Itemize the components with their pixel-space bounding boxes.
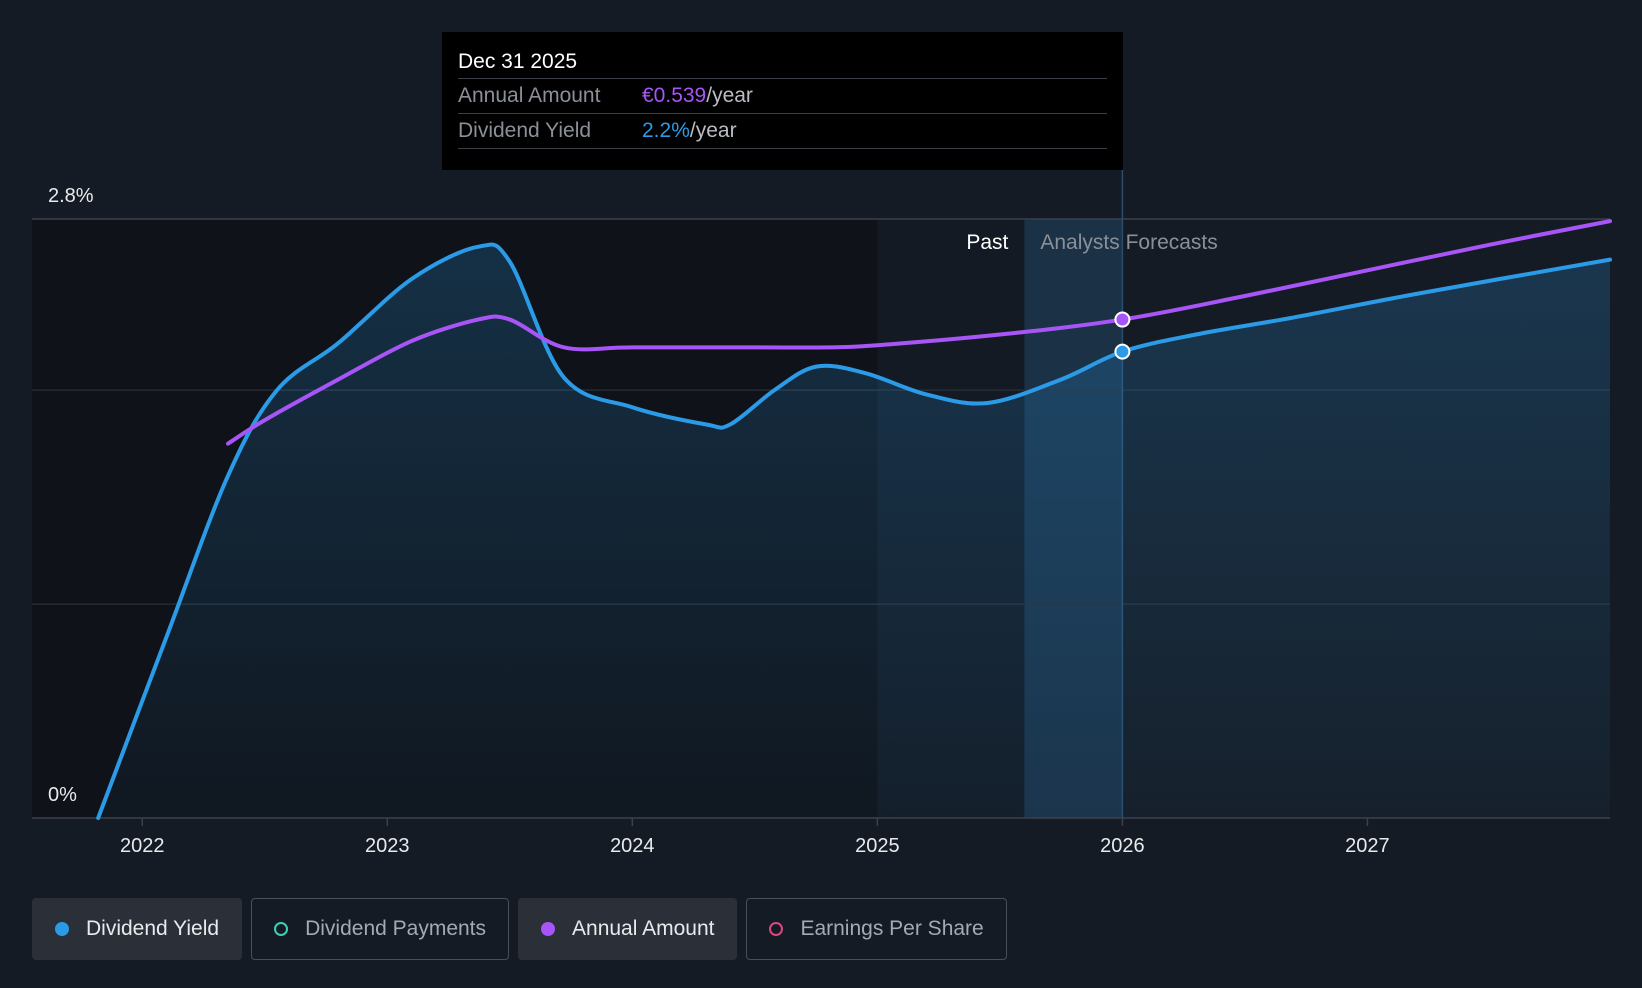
tooltip-dividend-yield-label: Dividend Yield — [458, 119, 592, 142]
legend-earnings-per-share-dot-icon — [769, 922, 784, 936]
legend-dividend-payments-button[interactable]: Dividend Payments — [251, 898, 510, 960]
tooltip-dividend-yield-row: Dividend Yield 2.2%/year — [458, 114, 1107, 149]
legend-earnings-per-share-label: Earnings Per Share — [800, 917, 984, 940]
legend-dividend-yield-label: Dividend Yield — [86, 917, 220, 940]
chart-tooltip: Dec 31 2025 Annual Amount €0.539/year Di… — [442, 32, 1123, 170]
x-tick-label: 2026 — [1100, 835, 1145, 857]
annual-amount-highlight-point — [1114, 311, 1131, 328]
dividend-yield-line — [96, 242, 1612, 820]
tooltip-annual-amount-label: Annual Amount — [458, 84, 601, 107]
legend-annual-amount-button[interactable]: Annual Amount — [518, 898, 738, 960]
dividend-yield-highlight-point — [1114, 343, 1131, 360]
y-tick-label-bottom: 0% — [48, 784, 77, 806]
x-tick-label: 2025 — [855, 835, 900, 857]
annual-amount-line — [226, 219, 1612, 446]
y-tick-label-top: 2.8% — [48, 185, 94, 207]
legend-annual-amount-dot-icon — [541, 922, 556, 936]
x-tick-label: 2024 — [610, 835, 655, 857]
tooltip-annual-amount-unit: /year — [706, 84, 753, 107]
legend-earnings-per-share-button[interactable]: Earnings Per Share — [746, 898, 1007, 960]
legend-dividend-payments-label: Dividend Payments — [305, 917, 487, 940]
legend-dividend-yield-button[interactable]: Dividend Yield — [32, 898, 243, 960]
legend-annual-amount-label: Annual Amount — [572, 917, 715, 940]
dividend-yield-area — [98, 244, 1610, 818]
tooltip-date: Dec 31 2025 — [458, 46, 1107, 79]
x-tick-label: 2023 — [365, 835, 410, 857]
x-tick-label: 2027 — [1345, 835, 1390, 857]
tooltip-dividend-yield-unit: /year — [689, 119, 737, 142]
past-region-label: Past — [966, 231, 1008, 254]
legend-dividend-payments-dot-icon — [274, 922, 289, 936]
tooltip-dividend-yield-value: 2.2% — [642, 119, 690, 142]
tooltip-annual-amount-value: €0.539 — [642, 84, 707, 107]
legend-dividend-yield-dot-icon — [55, 922, 69, 936]
x-tick-label: 2022 — [120, 835, 165, 857]
chart-legend: Dividend Yield Dividend Payments Annual … — [32, 898, 1007, 960]
tooltip-annual-amount-row: Annual Amount €0.539/year — [458, 79, 1107, 114]
forecast-region-label: Analysts Forecasts — [1040, 231, 1217, 254]
